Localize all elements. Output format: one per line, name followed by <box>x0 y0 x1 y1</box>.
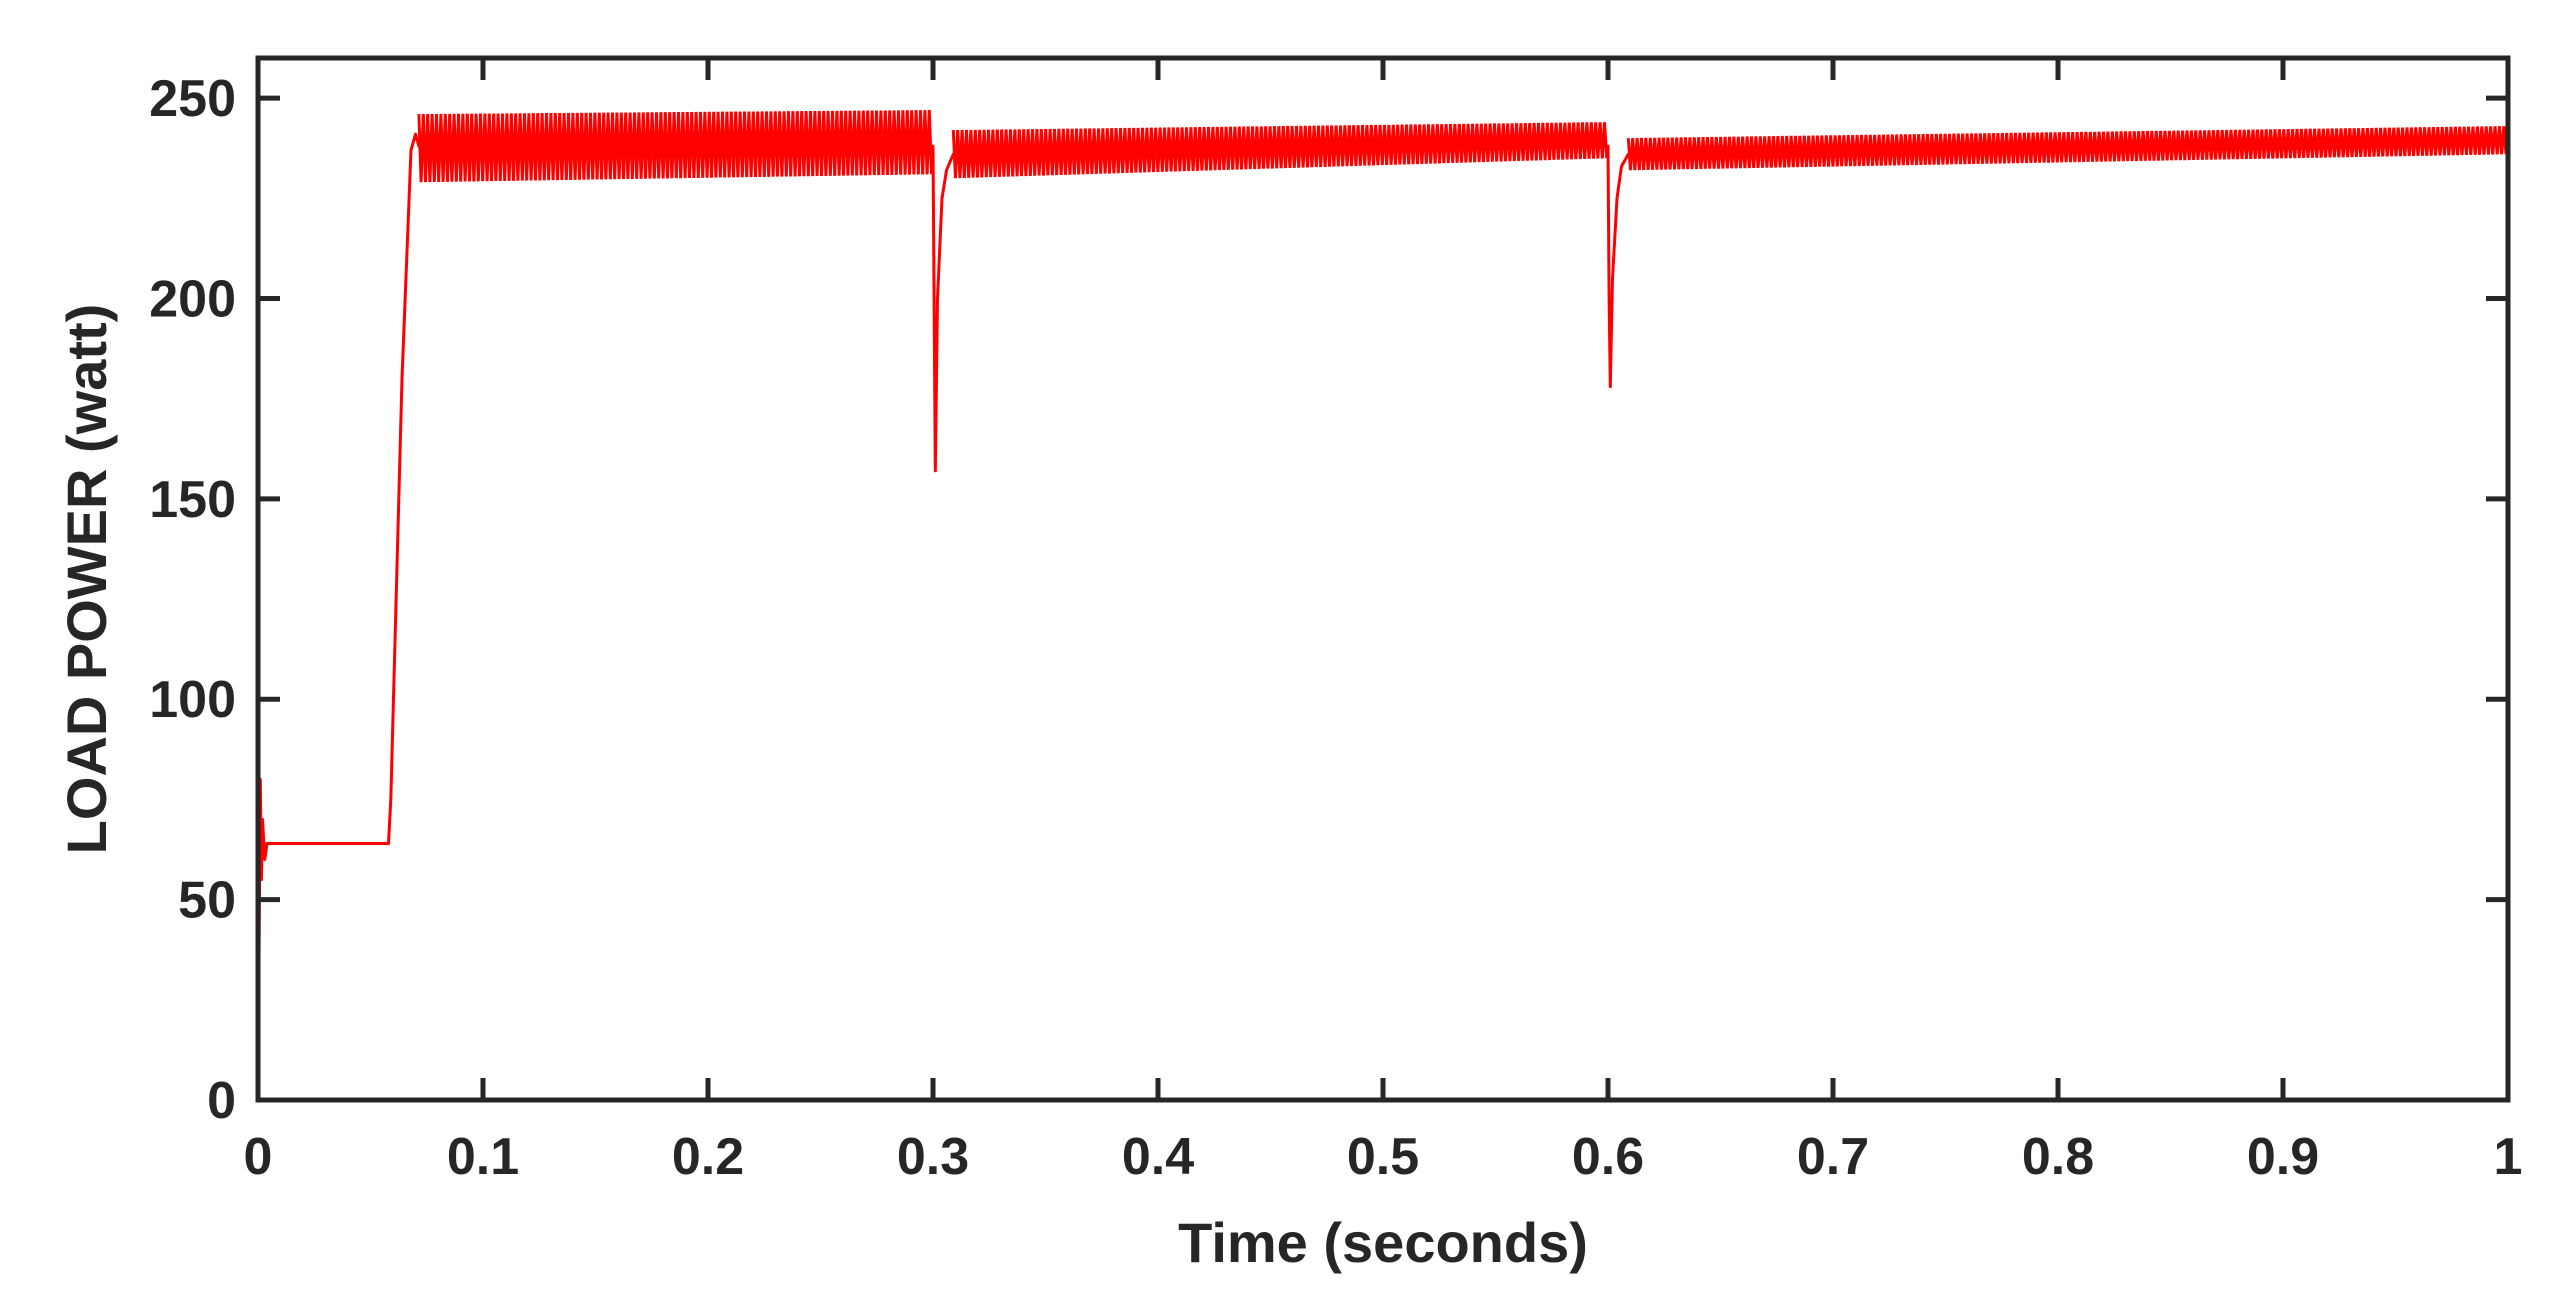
y-tick-label: 100 <box>149 671 236 729</box>
x-tick-label: 0.6 <box>1572 1128 1644 1186</box>
y-axis-ticks: 0 50 100 150 200 250 <box>149 70 2508 1130</box>
x-tick-label: 0.5 <box>1347 1128 1419 1186</box>
series-line-1 <box>256 132 2509 1101</box>
x-tick-label: 0.2 <box>672 1128 744 1186</box>
x-tick-label: 0.3 <box>897 1128 969 1186</box>
x-axis-ticks: 0 0.1 0.2 0.3 0.4 0.5 0.6 0.7 0.8 0.9 1 <box>244 58 2523 1186</box>
x-tick-label: 0.9 <box>2247 1128 2319 1186</box>
y-tick-label: 50 <box>178 872 236 930</box>
y-tick-label: 150 <box>149 471 236 529</box>
x-tick-label: 0.7 <box>1797 1128 1869 1186</box>
series-lines <box>256 132 2509 1101</box>
x-axis-label: Time (seconds) <box>1178 1211 1588 1274</box>
y-tick-label: 250 <box>149 70 236 128</box>
x-tick-label: 1 <box>2494 1128 2523 1186</box>
y-tick-label: 200 <box>149 270 236 328</box>
x-tick-label: 0.1 <box>447 1128 519 1186</box>
x-tick-label: 0 <box>244 1128 273 1186</box>
plot-frame <box>255 55 2511 1103</box>
y-axis-label: LOAD POWER (watt) <box>55 304 118 855</box>
x-tick-label: 0.4 <box>1122 1128 1194 1186</box>
x-tick-label: 0.8 <box>2022 1128 2094 1186</box>
y-tick-label: 0 <box>207 1072 236 1130</box>
